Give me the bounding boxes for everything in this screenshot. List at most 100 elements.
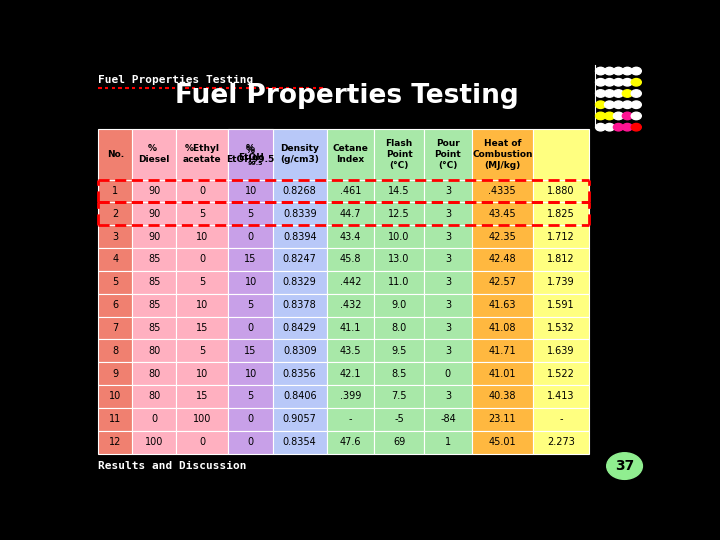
Bar: [99, 362, 132, 385]
Circle shape: [631, 112, 642, 120]
Text: 41.08: 41.08: [488, 323, 516, 333]
Text: 5: 5: [248, 392, 253, 401]
Bar: [327, 339, 374, 362]
Text: 5: 5: [199, 346, 205, 356]
Text: 7: 7: [112, 323, 118, 333]
Circle shape: [631, 68, 642, 75]
Bar: [99, 339, 132, 362]
Bar: [374, 225, 424, 248]
Bar: [228, 431, 273, 454]
Bar: [374, 431, 424, 454]
Bar: [327, 408, 374, 431]
Bar: [273, 294, 327, 316]
Text: 8.5: 8.5: [392, 369, 407, 379]
Bar: [132, 316, 176, 339]
Circle shape: [622, 78, 632, 86]
Bar: [472, 362, 533, 385]
Text: 0.8394: 0.8394: [283, 232, 317, 241]
Text: 1.880: 1.880: [547, 186, 575, 196]
Text: 1.825: 1.825: [547, 209, 575, 219]
Text: 42.1: 42.1: [340, 369, 361, 379]
Bar: [374, 385, 424, 408]
Text: 45.8: 45.8: [340, 254, 361, 265]
Bar: [327, 431, 374, 454]
Bar: [374, 339, 424, 362]
Bar: [472, 408, 533, 431]
Text: 0.8329: 0.8329: [283, 277, 317, 287]
Text: 0.8339: 0.8339: [283, 209, 317, 219]
Text: 41.63: 41.63: [488, 300, 516, 310]
Circle shape: [595, 78, 606, 86]
Text: 1: 1: [112, 186, 118, 196]
Text: 0: 0: [199, 254, 205, 265]
Bar: [374, 362, 424, 385]
Bar: [228, 294, 273, 316]
Text: Heat of
Combustion
(MJ/kg): Heat of Combustion (MJ/kg): [472, 139, 533, 170]
Bar: [273, 385, 327, 408]
Bar: [176, 202, 228, 225]
Bar: [228, 225, 273, 248]
Text: 37: 37: [615, 459, 634, 473]
Bar: [228, 316, 273, 339]
Text: 10: 10: [245, 369, 257, 379]
Text: 0.8309: 0.8309: [283, 346, 317, 356]
Bar: [472, 271, 533, 294]
Text: 12.5: 12.5: [388, 209, 410, 219]
Bar: [472, 225, 533, 248]
Bar: [533, 385, 590, 408]
Text: 11.0: 11.0: [389, 277, 410, 287]
Bar: [327, 179, 374, 202]
Bar: [99, 225, 132, 248]
Bar: [99, 129, 132, 179]
Bar: [176, 271, 228, 294]
Text: 3: 3: [445, 209, 451, 219]
Bar: [374, 294, 424, 316]
Bar: [374, 271, 424, 294]
Text: 3: 3: [445, 346, 451, 356]
Text: .432: .432: [340, 300, 361, 310]
Bar: [533, 248, 590, 271]
Text: 0: 0: [248, 437, 253, 447]
Text: 41.71: 41.71: [488, 346, 516, 356]
Circle shape: [605, 124, 615, 131]
Bar: [424, 202, 472, 225]
Text: 3: 3: [445, 232, 451, 241]
Text: 4: 4: [112, 254, 118, 265]
Bar: [132, 362, 176, 385]
Bar: [273, 362, 327, 385]
Text: 69: 69: [393, 437, 405, 447]
Bar: [424, 385, 472, 408]
Text: 3: 3: [445, 186, 451, 196]
Text: %Ethyl
acetate: %Ethyl acetate: [183, 144, 222, 165]
Circle shape: [613, 124, 624, 131]
Text: 90: 90: [148, 209, 161, 219]
Bar: [327, 385, 374, 408]
Circle shape: [631, 101, 642, 109]
Bar: [327, 294, 374, 316]
Bar: [533, 339, 590, 362]
Text: 85: 85: [148, 277, 161, 287]
Bar: [273, 225, 327, 248]
Bar: [533, 271, 590, 294]
Bar: [176, 294, 228, 316]
Text: 80: 80: [148, 369, 161, 379]
Text: 0: 0: [248, 414, 253, 424]
Text: 0.8354: 0.8354: [283, 437, 317, 447]
Bar: [228, 179, 273, 202]
Text: 85: 85: [148, 323, 161, 333]
Text: 15: 15: [197, 392, 209, 401]
Bar: [327, 129, 374, 179]
Bar: [99, 385, 132, 408]
Text: 80: 80: [148, 392, 161, 401]
Bar: [424, 294, 472, 316]
Text: % 
Diesel: % Diesel: [138, 144, 170, 165]
Bar: [472, 385, 533, 408]
Circle shape: [613, 68, 624, 75]
Text: %: %: [246, 146, 255, 155]
Circle shape: [622, 101, 632, 109]
Bar: [533, 408, 590, 431]
Text: EtOH: EtOH: [238, 153, 264, 162]
Bar: [472, 248, 533, 271]
Bar: [424, 316, 472, 339]
Text: 43.45: 43.45: [488, 209, 516, 219]
